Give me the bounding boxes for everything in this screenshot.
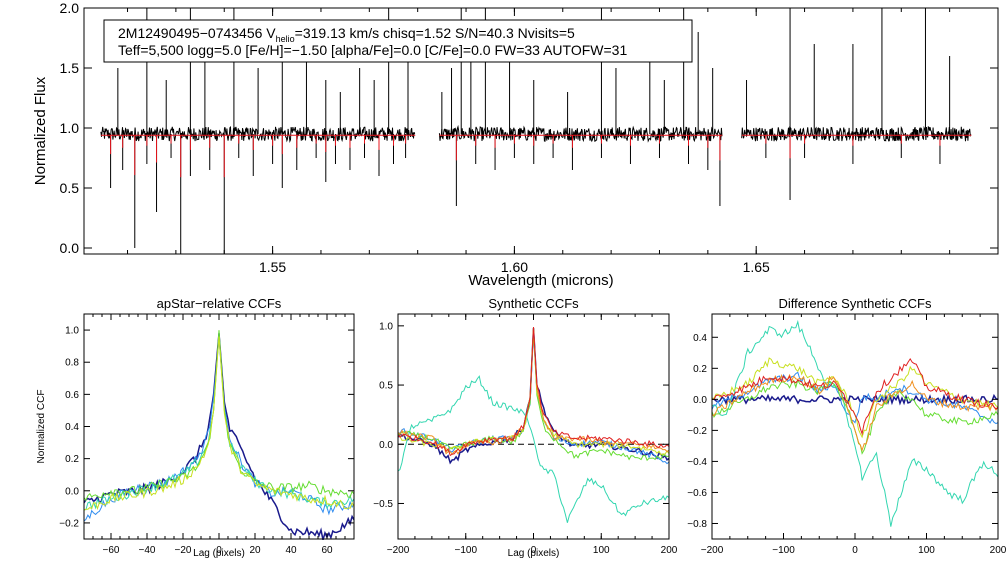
info-annotation-line2: Teff=5,500 logg=5.0 [Fe/H]=−1.50 [alpha/…	[118, 42, 627, 58]
synthetic-ccf-x-tick-label: 100	[593, 545, 610, 556]
apstar-ccf-y-axis-label: Normalized CCF	[36, 390, 47, 464]
difference-ccf-panel: Difference Synthetic CCFs −200 −100 0 100 20…	[687, 296, 1007, 556]
info-line1-subscript: helio	[276, 34, 295, 44]
apstar-ccf-x-tick-label: −20	[175, 545, 192, 556]
spectrum-x-tick-label: 1.60	[501, 259, 528, 275]
spectrum-y-tick-label: 0.0	[60, 240, 80, 256]
apstar-ccf-series-visit3	[83, 333, 355, 511]
synthetic-ccf-y-tick-label: 1.0	[379, 321, 393, 332]
spectrum-noise-band	[100, 124, 972, 143]
synthetic-ccf-y-tick-label: 0.0	[379, 440, 393, 451]
apstar-ccf-x-ticks: −60 −40 −20 0 20 40 60	[83, 314, 355, 556]
difference-ccf-series-visit4	[711, 378, 999, 455]
apstar-ccf-frame	[83, 313, 355, 540]
difference-ccf-y-tick-label: −0.8	[687, 519, 707, 530]
spectrum-x-ticks: 1.55 1.60 1.65	[127, 8, 999, 275]
info-annotation-box: 2M12490495−0743456 Vhelio=319.13 km/s ch…	[103, 19, 693, 63]
difference-ccf-y-tick-label: 0.0	[693, 395, 707, 406]
synthetic-ccf-frame	[397, 313, 670, 540]
difference-ccf-y-tick-label: −0.2	[687, 426, 707, 437]
spectrum-emission-spikes	[117, 8, 951, 134]
difference-ccf-y-ticks: −0.8 −0.6 −0.4 −0.2 0.0 0.2 0.4	[687, 333, 998, 530]
apstar-ccf-x-tick-label: 0	[216, 545, 222, 556]
difference-ccf-x-ticks: −200 −100 0 100 200	[701, 314, 1007, 556]
synthetic-ccf-panel: Synthetic CCFs −200 −100 0 100 200 −0.5 0.0 0.…	[373, 296, 678, 559]
synthetic-ccf-series-visit7	[397, 326, 670, 457]
apstar-ccf-x-tick-label: −40	[139, 545, 156, 556]
info-line1-params: =319.13 km/s chisq=1.52 S/N=40.3 Nvisits…	[295, 25, 575, 41]
synthetic-ccf-y-tick-label: 0.5	[379, 381, 393, 392]
apstar-ccf-series-visit5	[83, 336, 355, 511]
info-annotation-line1: 2M12490495−0743456 Vhelio=319.13 km/s ch…	[118, 25, 575, 44]
spectrum-absorption-lines	[110, 134, 941, 254]
synthetic-ccf-y-tick-label: −0.5	[373, 499, 393, 510]
apstar-ccf-title: apStar−relative CCFs	[157, 296, 282, 311]
apstar-ccf-x-axis-label: Lag (pixels)	[193, 548, 245, 559]
synthetic-ccf-x-tick-label: −200	[387, 545, 410, 556]
model-spectrum	[100, 134, 972, 178]
apstar-ccf-series-visit2	[83, 338, 355, 522]
apstar-ccf-series-visit4	[83, 330, 355, 502]
synthetic-ccf-x-tick-label: −100	[454, 545, 477, 556]
apstar-ccf-y-tick-label: 1.0	[65, 326, 79, 337]
spectrum-y-tick-label: 2.0	[60, 0, 80, 16]
apstar-ccf-x-tick-label: 20	[249, 545, 261, 556]
difference-ccf-series-visit1	[711, 393, 999, 406]
synthetic-ccf-series-visit3	[397, 375, 670, 523]
spectrum-panel: 1.55 1.60 1.65 0.0 0.5 1.0 1.5 2.0 Wavelength …	[32, 0, 999, 289]
difference-ccf-series-visit3	[711, 319, 999, 527]
difference-ccf-y-tick-label: −0.6	[687, 488, 707, 499]
spectrum-x-axis-label: Wavelength (microns)	[468, 272, 613, 289]
difference-ccf-series-visit7	[711, 357, 999, 436]
difference-ccf-series-visit6	[711, 373, 999, 452]
apstar-ccf-x-tick-label: 60	[321, 545, 333, 556]
difference-ccf-y-tick-label: −0.4	[687, 457, 707, 468]
difference-ccf-y-tick-label: 0.2	[693, 364, 707, 375]
spectrum-plot-frame	[83, 7, 999, 255]
apstar-ccf-y-tick-label: 0.2	[65, 454, 79, 465]
synthetic-ccf-x-ticks: −200 −100 0 100 200	[387, 314, 678, 556]
spectrum-y-tick-label: 0.5	[60, 180, 80, 196]
info-annotation-frame	[103, 19, 693, 63]
difference-ccf-x-tick-label: 100	[918, 545, 935, 556]
synthetic-ccf-series-visit5	[397, 328, 670, 456]
apstar-ccf-x-tick-label: 40	[285, 545, 297, 556]
difference-ccf-series	[711, 319, 999, 527]
synthetic-ccf-y-ticks: −0.5 0.0 0.5 1.0	[373, 321, 669, 510]
difference-ccf-y-tick-label: 0.4	[693, 333, 707, 344]
apstar-ccf-y-tick-label: −0.2	[59, 518, 79, 529]
spectrum-y-tick-label: 1.0	[60, 120, 80, 136]
apstar-ccf-y-tick-label: 0.0	[65, 486, 79, 497]
difference-ccf-x-tick-label: 200	[990, 545, 1007, 556]
synthetic-ccf-x-tick-label: 200	[661, 545, 678, 556]
synthetic-ccf-series	[397, 326, 670, 523]
apstar-ccf-y-tick-label: 0.6	[65, 390, 79, 401]
synthetic-ccf-x-tick-label: 0	[531, 545, 537, 556]
apstar-ccf-y-ticks: −0.2 0.0 0.2 0.4 0.6 0.8 1.0	[59, 326, 354, 529]
difference-ccf-x-tick-label: 0	[852, 545, 858, 556]
synthetic-ccf-title: Synthetic CCFs	[488, 296, 579, 311]
difference-ccf-frame	[711, 313, 999, 540]
apstar-ccf-y-tick-label: 0.4	[65, 422, 79, 433]
spectrum-y-axis-label: Normalized Flux	[32, 76, 49, 185]
difference-ccf-title: Difference Synthetic CCFs	[779, 296, 932, 311]
spectrum-x-tick-label: 1.65	[743, 259, 770, 275]
apstar-ccf-y-tick-label: 0.8	[65, 358, 79, 369]
difference-ccf-x-tick-label: −200	[701, 545, 724, 556]
spectrum-y-tick-label: 1.5	[60, 60, 80, 76]
synthetic-ccf-series-visit6	[397, 326, 670, 456]
apstar-ccf-series-visit1	[83, 333, 355, 541]
apstar-ccf-panel: apStar−relative CCFs −60 −40 −20 0 20 40 60 −0…	[36, 296, 355, 559]
info-line1-star: 2M12490495−0743456 V	[118, 25, 276, 41]
apstar-ccf-x-tick-label: −60	[103, 545, 120, 556]
synthetic-ccf-x-axis-label: Lag (pixels)	[508, 548, 560, 559]
spectrum-x-tick-label: 1.55	[259, 259, 286, 275]
apstar-ccf-series	[83, 330, 355, 541]
difference-ccf-x-tick-label: −100	[772, 545, 795, 556]
spectrum-y-ticks: 0.0 0.5 1.0 1.5 2.0	[60, 0, 998, 256]
